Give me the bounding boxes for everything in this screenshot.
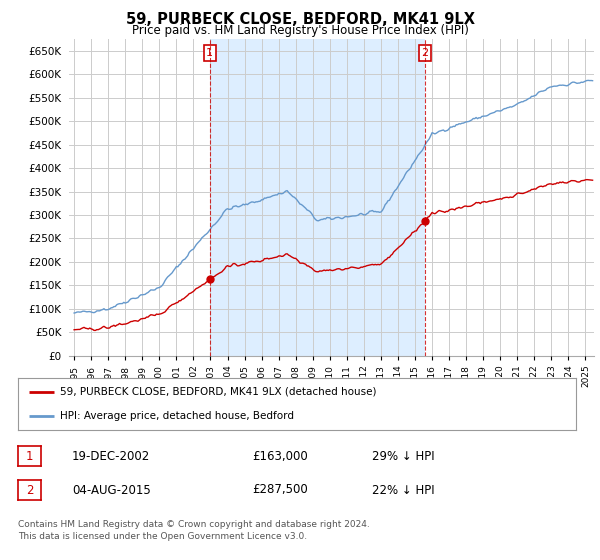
Text: 2: 2 <box>421 48 428 58</box>
Text: 29% ↓ HPI: 29% ↓ HPI <box>372 450 434 463</box>
Text: £163,000: £163,000 <box>252 450 308 463</box>
Text: 59, PURBECK CLOSE, BEDFORD, MK41 9LX: 59, PURBECK CLOSE, BEDFORD, MK41 9LX <box>125 12 475 27</box>
Text: 59, PURBECK CLOSE, BEDFORD, MK41 9LX (detached house): 59, PURBECK CLOSE, BEDFORD, MK41 9LX (de… <box>60 387 376 397</box>
Text: 22% ↓ HPI: 22% ↓ HPI <box>372 483 434 497</box>
Text: 19-DEC-2002: 19-DEC-2002 <box>72 450 150 463</box>
Text: 1: 1 <box>206 48 213 58</box>
Text: £287,500: £287,500 <box>252 483 308 497</box>
Bar <box>210 39 425 356</box>
Text: 2: 2 <box>26 483 33 497</box>
Text: Contains HM Land Registry data © Crown copyright and database right 2024.
This d: Contains HM Land Registry data © Crown c… <box>18 520 370 541</box>
Text: HPI: Average price, detached house, Bedford: HPI: Average price, detached house, Bedf… <box>60 410 294 421</box>
Text: 1: 1 <box>26 450 33 463</box>
Text: Price paid vs. HM Land Registry's House Price Index (HPI): Price paid vs. HM Land Registry's House … <box>131 24 469 37</box>
Text: 04-AUG-2015: 04-AUG-2015 <box>72 483 151 497</box>
